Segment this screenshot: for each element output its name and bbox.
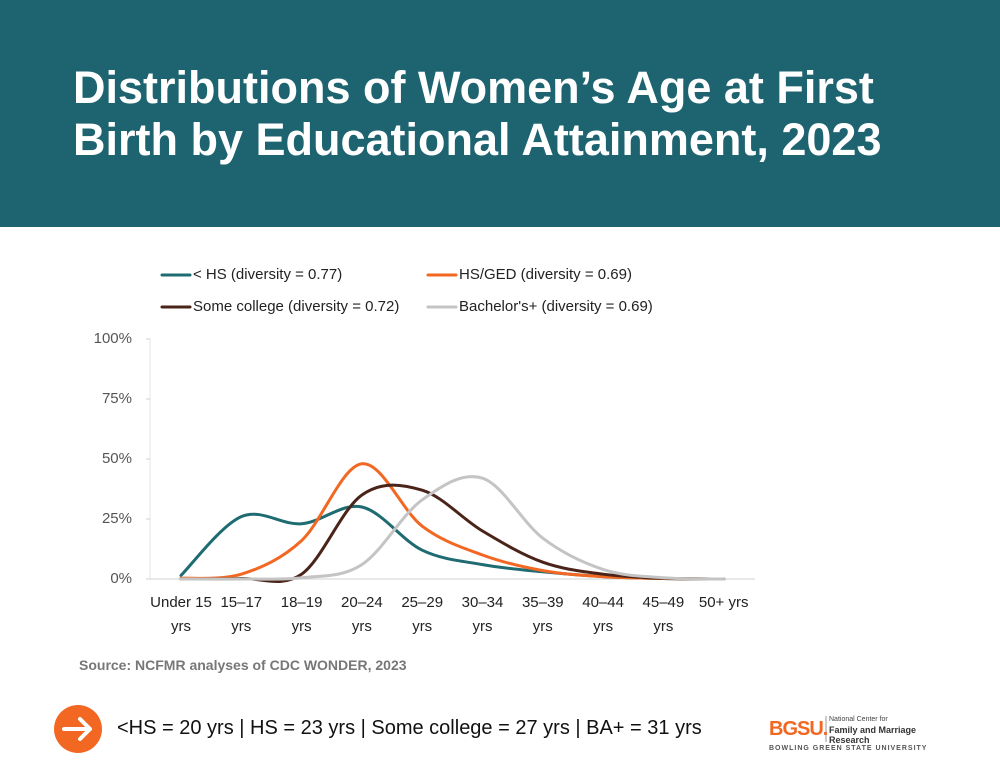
y-tick-label: 0% [110,570,132,587]
legend-label: < HS (diversity = 0.77) [193,266,343,283]
x-tick-label: 40–44 yrs [582,594,624,635]
arrow-glyph [62,717,92,741]
logo-center-line: National Center for [829,716,888,723]
legend-label: Some college (diversity = 0.72) [193,298,400,315]
x-tick-label: 25–29 yrs [401,594,444,635]
source-note: Source: NCFMR analyses of CDC WONDER, 20… [79,657,407,673]
logo: BGSU. [769,718,828,740]
x-tick-label: Under 15 yrs [150,594,212,635]
x-tick-label: 50+ yrs [698,594,749,611]
y-tick-label: 25% [101,510,132,527]
x-tick-label: 35–39 yrs [521,594,564,635]
y-tick-label: 75% [101,390,132,407]
chart-title: Distributions of Women’s Age at First Bi… [73,62,882,165]
logo-university: BOWLING GREEN STATE UNIVERSITY [769,745,928,752]
y-tick-label: 100% [93,330,132,347]
legend-label: HS/GED (diversity = 0.69) [459,266,632,283]
x-tick-label: 20–24 yrs [341,594,383,635]
x-tick-label: 18–19 yrs [280,594,323,635]
series-line [179,483,726,583]
takeaway-text: <HS = 20 yrs | HS = 23 yrs | Some colleg… [117,717,702,739]
y-tick-label: 50% [101,450,132,467]
legend-label: Bachelor's+ (diversity = 0.69) [459,298,653,315]
x-tick-label: 15–17 yrs [220,594,263,635]
x-tick-label: 30–34 yrs [461,594,504,635]
x-tick-label: 45–49 yrs [642,594,685,635]
series-line [179,475,726,581]
logo-center-name: Family and Marriage Research [829,725,917,745]
header-band [0,0,1000,227]
